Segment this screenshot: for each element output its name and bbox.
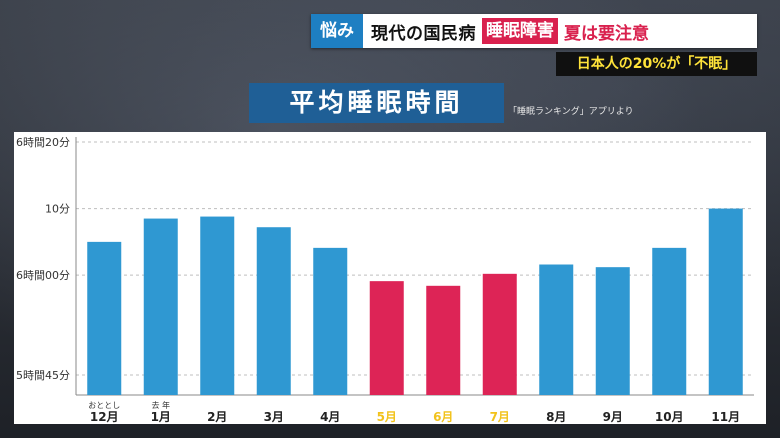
y-tick-label: 6時間20分 (16, 136, 70, 149)
bar (313, 247, 348, 395)
x-tick-label: 2月 (207, 410, 227, 424)
x-tick-label: 1月 (151, 410, 171, 424)
x-tick-sublabel: おととし (88, 401, 120, 410)
chart-title: 平均睡眠時間 (249, 83, 504, 123)
headline-banner: 悩み 現代の国民病 睡眠障害 夏は要注意 (311, 14, 757, 48)
bar (482, 273, 517, 395)
bar (539, 264, 574, 395)
banner-text: 現代の国民病 (371, 23, 476, 44)
bar (595, 267, 630, 395)
x-tick-label: 9月 (603, 410, 623, 424)
y-tick-label: 10分 (45, 203, 70, 216)
bar (708, 208, 743, 395)
x-tick-label: 4月 (320, 410, 340, 424)
y-tick-label: 5時間45分 (16, 369, 70, 382)
x-tick-label: 3月 (264, 410, 284, 424)
bar (426, 285, 461, 395)
bar (369, 281, 404, 395)
sub-banner: 日本人の20%が「不眠」 (556, 52, 757, 76)
x-tick-label: 10月 (655, 410, 684, 424)
x-tick-label: 11月 (711, 410, 740, 424)
bar (652, 247, 687, 395)
bar (200, 216, 235, 395)
banner-tag: 悩み (311, 14, 363, 48)
x-tick-sublabel: 去 年 (151, 400, 170, 410)
bar (143, 218, 178, 395)
chart-panel: 5時間45分 6時間00分 10分 6時間20分おととし 12月 去 年 1月 2月 3月 4月 5… (14, 132, 766, 424)
source-note: 「睡眠ランキング」アプリより (508, 107, 634, 117)
x-tick-label: 7月 (490, 410, 510, 424)
bar (256, 227, 291, 395)
x-tick-label: 12月 (90, 410, 119, 424)
y-tick-label: 6時間00分 (16, 269, 70, 282)
bar (87, 241, 122, 395)
x-tick-label: 6月 (433, 410, 453, 424)
x-tick-label: 5月 (377, 410, 397, 424)
x-tick-label: 8月 (546, 410, 566, 424)
banner-highlight: 睡眠障害 (482, 18, 558, 44)
banner-text-2: 夏は要注意 (564, 23, 649, 44)
